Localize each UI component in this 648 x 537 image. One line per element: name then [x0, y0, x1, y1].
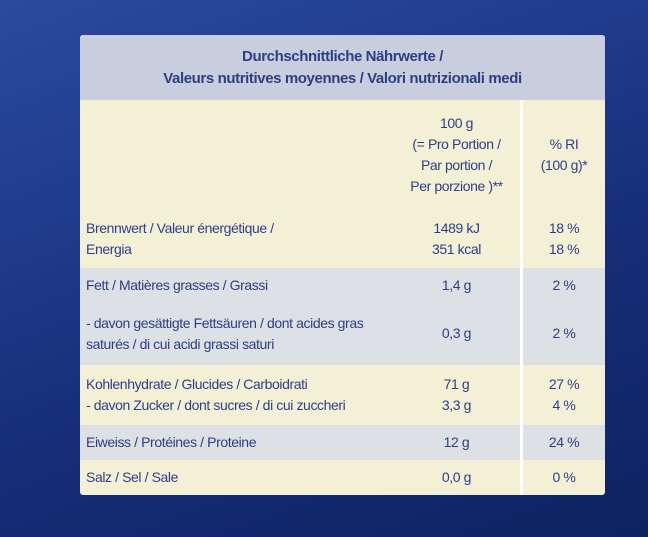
nutrient-label: Kohlenhydrate / Glucides / Carboidrati - …: [80, 365, 393, 425]
nutrient-ri: 0 %: [520, 460, 605, 495]
nutrient-ri: 27 % 4 %: [520, 365, 605, 425]
nutrient-row: Fett / Matières grasses / Grassi 1,4 g 2 %: [80, 268, 605, 302]
label-line: Fett / Matières grasses / Grassi: [86, 276, 268, 293]
value-line: 12 g: [443, 434, 470, 450]
column-header-line: Par portion /: [420, 157, 493, 173]
nutrient-value: 0,3 g: [393, 302, 522, 365]
nutrient-value: 1489 kJ 351 kcal: [393, 210, 522, 268]
column-header-line: Per porzione )**: [410, 178, 503, 194]
nutrient-label: - davon gesättigte Fettsäuren / dont aci…: [80, 302, 393, 365]
ri-line: 2 %: [552, 325, 576, 341]
nutrient-value: 12 g: [393, 425, 522, 460]
label-line: Kohlenhydrate / Glucides / Carboidrati: [86, 376, 308, 392]
column-header-line: (100 g)*: [540, 157, 588, 173]
column-header-row: 100 g (= Pro Portion / Par portion / Per po…: [80, 100, 605, 210]
ri-line: 24 %: [548, 434, 580, 450]
label-line: Eiweiss / Protéines / Proteine: [86, 434, 257, 450]
column-header-line: % RI: [549, 136, 579, 152]
title-line: Valeurs nutritives moyennes / Valori nut…: [163, 69, 522, 87]
nutrient-row: Salz / Sel / Sale 0,0 g 0 %: [80, 460, 605, 495]
nutrient-value: 0,0 g: [393, 460, 522, 495]
label-header: Durchschnittliche Nährwerte / Valeurs nut…: [80, 35, 605, 100]
nutrient-row: - davon gesättigte Fettsäuren / dont aci…: [80, 302, 605, 365]
ri-line: 18 %: [548, 220, 580, 236]
label-cell: [80, 100, 393, 210]
nutrient-row: Brennwert / Valeur énergétique / Energia 1…: [80, 210, 605, 268]
ri-line: 0 %: [552, 469, 576, 485]
value-header: 100 g (= Pro Portion / Par portion / Per po…: [393, 100, 522, 210]
label-line: - davon gesättigte Fettsäuren / dont aci…: [86, 314, 364, 331]
column-header-line: 100 g: [439, 115, 474, 131]
value-line: 71 g: [443, 376, 470, 392]
ri-header: % RI (100 g)*: [520, 100, 605, 210]
value-line: 1489 kJ: [433, 220, 480, 236]
nutrient-label: Salz / Sel / Sale: [80, 460, 393, 495]
ri-line: 4 %: [552, 397, 576, 413]
value-line: 0,0 g: [441, 469, 472, 485]
ri-line: 2 %: [552, 276, 576, 293]
nutrient-ri: 18 % 18 %: [520, 210, 605, 268]
label-line: Salz / Sel / Sale: [86, 469, 179, 485]
label-line: Energia: [86, 241, 132, 257]
label-line: Brennwert / Valeur énergétique /: [86, 220, 274, 236]
nutrient-value: 71 g 3,3 g: [393, 365, 522, 425]
label-line: - davon Zucker / dont sucres / di cui zu…: [86, 397, 346, 413]
nutrition-label: Durchschnittliche Nährwerte / Valeurs nut…: [80, 35, 605, 495]
nutrient-ri: 24 %: [520, 425, 605, 460]
nutrient-ri: 2 %: [520, 268, 605, 302]
nutrient-label: Fett / Matières grasses / Grassi: [80, 268, 393, 302]
nutrient-ri: 2 %: [520, 302, 605, 365]
label-line: saturés / di cui acidi grassi saturi: [86, 335, 274, 352]
nutrient-value: 1,4 g: [393, 268, 522, 302]
column-header-line: (= Pro Portion /: [412, 136, 501, 152]
ri-line: 18 %: [548, 241, 580, 257]
nutrient-label: Eiweiss / Protéines / Proteine: [80, 425, 393, 460]
nutrition-table: 100 g (= Pro Portion / Par portion / Per po…: [80, 100, 605, 495]
value-line: 351 kcal: [432, 241, 481, 257]
ri-line: 27 %: [548, 376, 580, 392]
value-line: 0,3 g: [441, 325, 472, 341]
nutrient-row: Kohlenhydrate / Glucides / Carboidrati - …: [80, 365, 605, 425]
value-line: 1,4 g: [441, 276, 472, 293]
value-line: 3,3 g: [441, 397, 472, 413]
nutrient-row: Eiweiss / Protéines / Proteine 12 g 24 %: [80, 425, 605, 460]
title-line: Durchschnittliche Nährwerte /: [242, 47, 443, 65]
nutrient-label: Brennwert / Valeur énergétique / Energia: [80, 210, 393, 268]
